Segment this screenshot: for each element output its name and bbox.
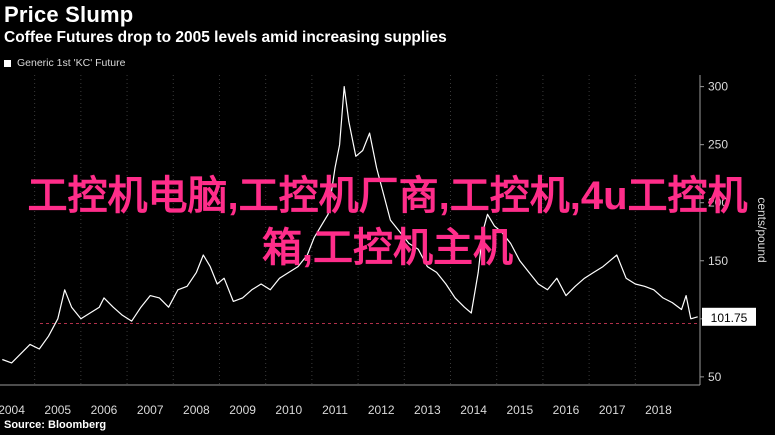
y-axis-label: cents/pound bbox=[755, 197, 769, 262]
last-value-label: 101.75 bbox=[711, 311, 748, 325]
y-tick-label: 50 bbox=[708, 370, 722, 384]
x-tick-label: 2008 bbox=[183, 403, 210, 417]
x-tick-label: 2013 bbox=[414, 403, 441, 417]
chart-title: Price Slump bbox=[4, 2, 134, 27]
y-tick-label: 200 bbox=[708, 196, 728, 210]
x-tick-label: 2018 bbox=[645, 403, 672, 417]
series-line bbox=[2, 85, 698, 364]
source-note: Source: Bloomberg bbox=[4, 419, 107, 431]
x-tick-label: 2010 bbox=[275, 403, 302, 417]
x-tick-label: 2006 bbox=[91, 403, 118, 417]
legend-swatch bbox=[4, 59, 11, 67]
x-tick-label: 2017 bbox=[599, 403, 626, 417]
x-tick-label: 2004 bbox=[0, 403, 25, 417]
x-tick-label: 2007 bbox=[137, 403, 164, 417]
x-tick-label: 2012 bbox=[368, 403, 395, 417]
x-tick-label: 2014 bbox=[460, 403, 487, 417]
legend-label: Generic 1st 'KC' Future bbox=[17, 57, 126, 69]
y-tick-label: 150 bbox=[708, 254, 728, 268]
x-tick-label: 2009 bbox=[229, 403, 256, 417]
last-value-box bbox=[702, 307, 756, 326]
x-tick-label: 2011 bbox=[322, 403, 348, 417]
x-tick-label: 2015 bbox=[506, 403, 533, 417]
chart-subtitle: Coffee Futures drop to 2005 levels amid … bbox=[4, 29, 447, 46]
watermark-overlay-text: 工控机电脑,工控机厂商,工控机,4u工控机箱,工控机主机 bbox=[27, 174, 748, 270]
legend: Generic 1st 'KC' Future bbox=[4, 57, 125, 69]
y-tick-label: 300 bbox=[708, 80, 728, 94]
x-tick-label: 2016 bbox=[553, 403, 580, 417]
x-tick-label: 2005 bbox=[44, 403, 71, 417]
y-tick-label: 250 bbox=[708, 138, 728, 152]
